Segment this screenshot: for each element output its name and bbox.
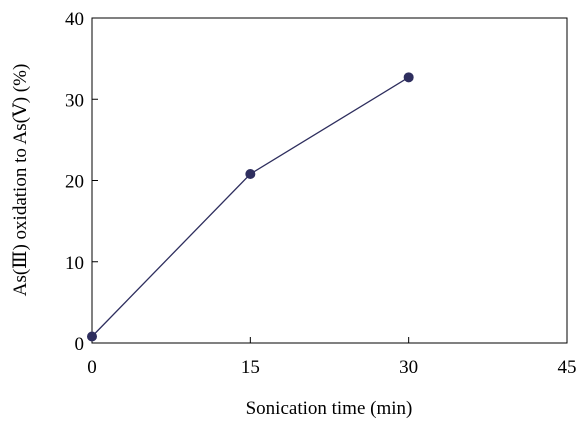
x-tick-label: 30: [399, 357, 418, 378]
series-line: [91, 76, 410, 337]
x-axis-title: Sonication time (min): [246, 398, 413, 419]
x-tick-label: 0: [87, 357, 97, 378]
x-tick-label: 45: [558, 357, 577, 378]
y-tick-label: 0: [75, 334, 85, 355]
data-point: [87, 331, 97, 342]
y-tick-label: 30: [65, 90, 84, 111]
x-axis-ticks: 0 15 30 45: [87, 337, 577, 378]
plot-frame: [91, 17, 568, 344]
series-layer: [87, 72, 414, 342]
y-tick-label: 10: [65, 253, 84, 274]
data-point: [245, 169, 256, 179]
y-tick-label: 20: [65, 172, 84, 193]
x-tick-label: 15: [241, 357, 260, 378]
y-axis-title: As(Ⅲ) oxidation to As(Ⅴ) (%): [10, 64, 31, 297]
data-point: [403, 72, 414, 83]
y-axis-ticks: 0 10 20 30 40: [65, 9, 98, 355]
y-tick-label: 40: [65, 9, 84, 30]
